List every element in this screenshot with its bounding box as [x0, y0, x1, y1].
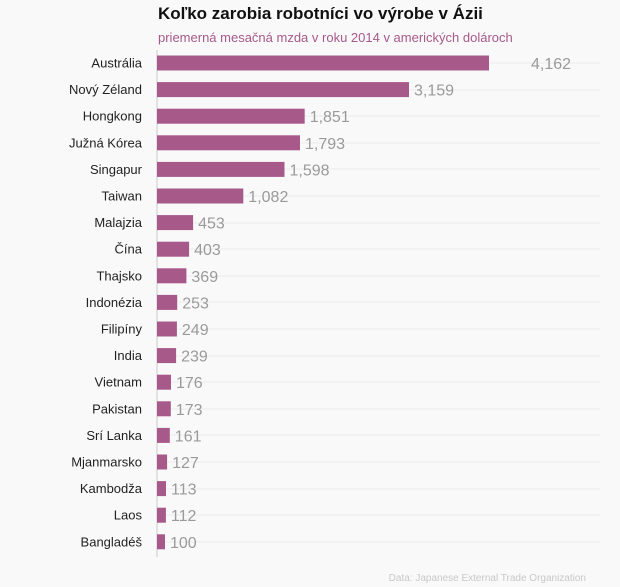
- value-label: 403: [194, 242, 221, 259]
- category-label: Malajzia: [94, 215, 142, 230]
- value-label: 112: [171, 508, 197, 525]
- chart-title: Koľko zarobia robotníci vo výrobe v Ázii: [158, 4, 483, 23]
- bar: [157, 188, 244, 204]
- bar: [157, 108, 305, 124]
- bar: [157, 55, 489, 71]
- category-label: Filipíny: [101, 322, 143, 337]
- value-label: 113: [171, 482, 197, 499]
- category-label: Thajsko: [96, 268, 142, 283]
- category-label: Pakistan: [92, 401, 142, 416]
- bar: [157, 321, 177, 337]
- bar: [157, 294, 178, 310]
- bar: [157, 374, 171, 390]
- bar: [157, 481, 166, 497]
- category-label: Indonézia: [86, 295, 143, 310]
- category-label: Vietnam: [95, 375, 142, 390]
- value-label: 1,082: [248, 189, 288, 206]
- category-label: Čína: [115, 242, 143, 257]
- value-label: 1,598: [290, 162, 330, 179]
- category-label: Laos: [114, 508, 143, 523]
- value-label: 249: [182, 322, 209, 339]
- category-label: Nový Zéland: [69, 82, 142, 97]
- value-label: 161: [175, 428, 202, 445]
- category-label: Hongkong: [83, 109, 142, 124]
- value-label: 173: [176, 402, 203, 419]
- value-label: 100: [170, 535, 197, 552]
- value-label: 1,851: [310, 109, 350, 126]
- value-label: 239: [181, 349, 208, 366]
- bar: [157, 135, 300, 151]
- bar: [157, 82, 409, 98]
- bar: [157, 241, 190, 257]
- category-label: Južná Kórea: [69, 135, 143, 150]
- category-label: Austrália: [91, 56, 142, 71]
- value-label: 253: [182, 295, 209, 312]
- value-label: 453: [198, 216, 225, 233]
- bar: [157, 215, 194, 231]
- bar: [157, 348, 177, 364]
- bar: [157, 161, 285, 177]
- source-note: Data: Japanese External Trade Organizati…: [388, 573, 586, 584]
- value-label: 3,159: [414, 83, 454, 100]
- chart-subtitle: priemerná mesačná mzda v roku 2014 v ame…: [158, 30, 513, 45]
- bar: [157, 507, 166, 523]
- value-label: 1,793: [305, 136, 345, 153]
- category-label: Kambodža: [80, 481, 143, 496]
- value-label: 127: [172, 455, 199, 472]
- bar: [157, 427, 170, 443]
- category-label: Mjanmarsko: [71, 455, 142, 470]
- category-label: India: [114, 348, 143, 363]
- category-label: Taiwan: [102, 189, 142, 204]
- category-label: Bangladéš: [81, 534, 143, 549]
- bar: [157, 454, 168, 470]
- value-label: 369: [191, 269, 218, 286]
- value-label: 4,162: [531, 56, 571, 73]
- bar: [157, 268, 187, 284]
- bar: [157, 534, 165, 550]
- category-label: Singapur: [90, 162, 143, 177]
- value-label: 176: [176, 375, 203, 392]
- category-label: Srí Lanka: [86, 428, 142, 443]
- bar: [157, 401, 171, 417]
